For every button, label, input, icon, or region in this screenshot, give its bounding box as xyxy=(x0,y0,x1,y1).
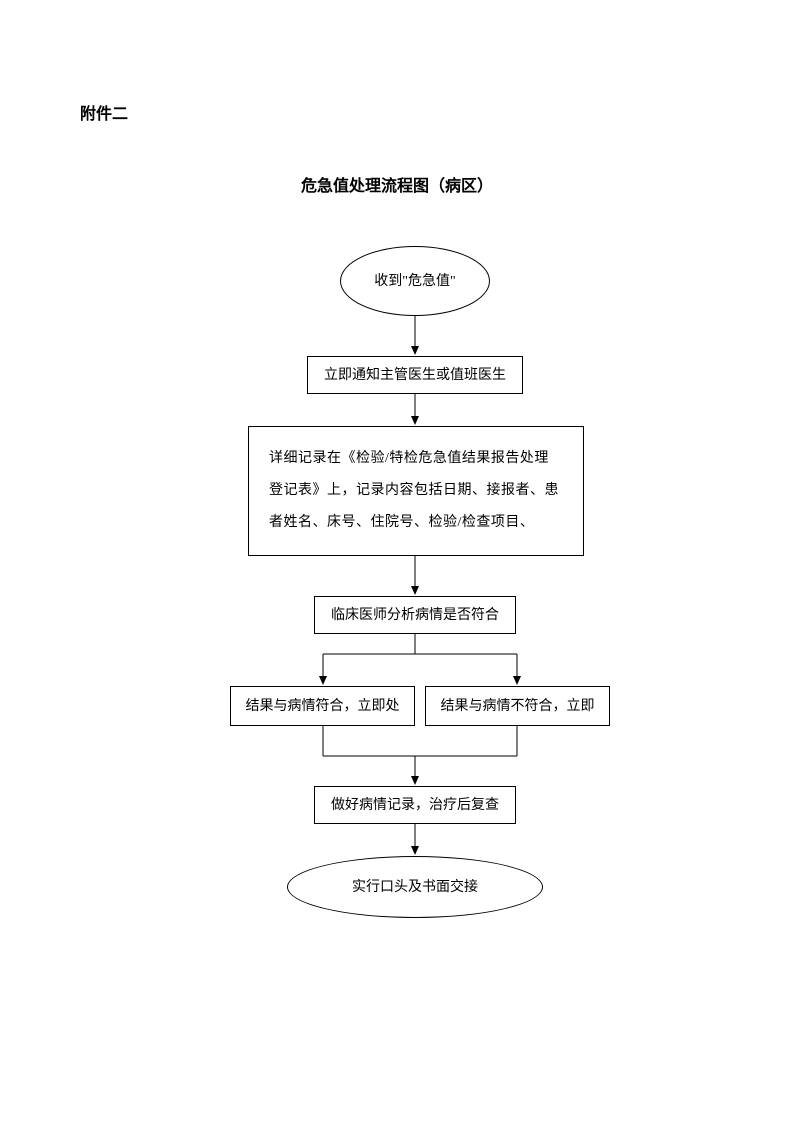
flow-node-notify: 立即通知主管医生或值班医生 xyxy=(307,356,523,394)
flow-node-match: 结果与病情符合，立即处 xyxy=(230,686,415,726)
flow-node-nomatch: 结果与病情不符合，立即 xyxy=(425,686,610,726)
node-text: 结果与病情不符合，立即 xyxy=(441,696,595,717)
node-text: 立即通知主管医生或值班医生 xyxy=(324,365,506,386)
header-label: 附件二 xyxy=(80,100,714,124)
node-text: 详细记录在《检验/特检危急值结果报告处理登记表》上，记录内容包括日期、接报者、患… xyxy=(269,443,563,540)
flow-node-followup: 做好病情记录，治疗后复查 xyxy=(314,786,516,824)
flow-node-analyze: 临床医师分析病情是否符合 xyxy=(314,596,516,634)
page-title: 危急值处理流程图（病区） xyxy=(80,172,714,196)
flow-node-end: 实行口头及书面交接 xyxy=(287,856,543,918)
node-text: 做好病情记录，治疗后复查 xyxy=(331,795,499,816)
node-text: 临床医师分析病情是否符合 xyxy=(331,605,499,626)
node-text: 结果与病情符合，立即处 xyxy=(246,696,400,717)
flow-node-record: 详细记录在《检验/特检危急值结果报告处理登记表》上，记录内容包括日期、接报者、患… xyxy=(248,426,584,556)
node-text: 收到"危急值" xyxy=(374,271,455,292)
flow-node-start: 收到"危急值" xyxy=(340,246,490,316)
flowchart-container: 收到"危急值" 立即通知主管医生或值班医生 详细记录在《检验/特检危急值结果报告… xyxy=(80,246,714,1026)
node-text: 实行口头及书面交接 xyxy=(352,877,478,898)
